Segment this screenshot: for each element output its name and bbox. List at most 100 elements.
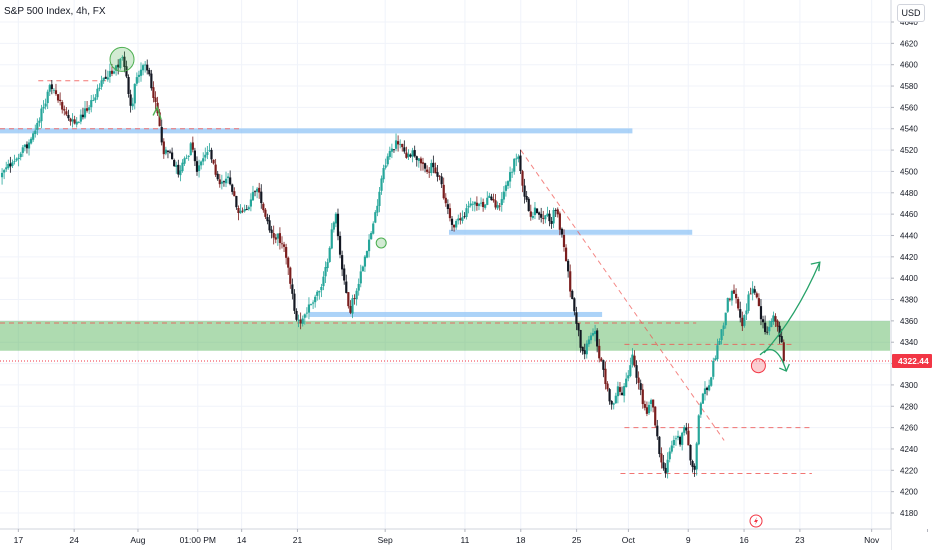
candle-body: [527, 198, 530, 212]
candle-body: [390, 148, 393, 152]
candle-body: [577, 323, 580, 331]
candle-body: [175, 165, 178, 167]
candle-body: [544, 215, 547, 220]
candle-body: [753, 289, 756, 293]
candle-body: [392, 149, 396, 151]
candle-body: [98, 87, 101, 89]
candle-body: [229, 177, 232, 185]
candle-body: [596, 330, 599, 347]
candle-body: [367, 239, 371, 252]
candle-body: [535, 208, 539, 214]
time-tick-label: Aug: [130, 535, 145, 545]
candle-body: [322, 276, 325, 287]
candle-body: [482, 201, 485, 208]
candle-body: [676, 435, 680, 438]
candle-body: [5, 167, 8, 170]
candle-body: [144, 64, 147, 66]
candle-body: [88, 107, 91, 111]
candle-body: [525, 196, 528, 200]
candle-body: [268, 220, 271, 231]
candle-body: [125, 66, 128, 77]
candle-body: [355, 290, 358, 300]
horizontal-level: [309, 311, 603, 317]
price-tick-label: 4240: [900, 445, 918, 454]
candle-body: [504, 185, 508, 191]
candle-body: [32, 133, 35, 140]
candle-body: [299, 319, 302, 324]
candle-body: [658, 436, 661, 454]
price-tick-label: 4300: [900, 381, 918, 390]
candle-body: [728, 298, 731, 300]
candle-body: [643, 404, 646, 408]
last-price-label: 4322.44: [898, 356, 929, 366]
candle-body: [347, 292, 350, 307]
candle-body: [133, 84, 136, 104]
candle-body: [768, 326, 771, 332]
time-tick-label: Oct: [622, 535, 636, 545]
candle-body: [295, 310, 298, 320]
candle-body: [226, 176, 230, 179]
candle-body: [63, 109, 66, 111]
candle-body: [459, 218, 462, 221]
candle-body: [206, 152, 209, 155]
candle-body: [158, 112, 161, 127]
candle-body: [623, 386, 626, 396]
candle-body: [629, 365, 632, 376]
candle-body: [761, 319, 765, 323]
candle-body: [430, 162, 433, 173]
candle-body: [486, 197, 489, 205]
candle-body: [695, 443, 698, 470]
candle-body: [19, 153, 22, 158]
candle-body: [554, 210, 557, 211]
candle-body: [9, 163, 12, 167]
candle-body: [710, 377, 713, 386]
candle-body: [141, 65, 145, 71]
candle-body: [587, 339, 590, 345]
candle-body: [11, 162, 14, 166]
projection-up-arrow: [763, 261, 821, 354]
candle-body: [59, 99, 62, 101]
price-tick-label: 4600: [900, 61, 918, 70]
time-tick-label: 23: [795, 535, 805, 545]
candle-body: [249, 199, 252, 207]
candle-body: [581, 346, 584, 352]
candle-body: [664, 467, 667, 474]
candle-body: [436, 172, 439, 177]
candle-body: [739, 309, 742, 318]
candle-body: [303, 314, 306, 318]
symbol-title[interactable]: S&P 500 Index, 4h, FX: [4, 6, 106, 17]
currency-badge[interactable]: USD: [897, 4, 925, 22]
candle-body: [558, 213, 561, 230]
candle-body: [440, 176, 443, 185]
candle-body: [399, 144, 402, 146]
candle-body: [747, 294, 750, 311]
candle-body: [106, 77, 109, 80]
candle-body: [189, 143, 192, 156]
candle-body: [386, 156, 389, 165]
candle-body: [100, 80, 103, 87]
candle-body: [434, 167, 437, 174]
candle-body: [691, 461, 694, 467]
candle-body: [115, 65, 118, 71]
candle-body: [668, 451, 671, 460]
candle-body: [305, 312, 308, 314]
candle-body: [579, 329, 582, 348]
candle-body: [591, 333, 595, 336]
candle-body: [508, 172, 512, 182]
candle-body: [506, 181, 510, 186]
time-tick-label: 11: [461, 535, 470, 545]
candle-body: [108, 71, 111, 77]
candle-body: [608, 389, 611, 402]
candle-body: [413, 150, 416, 157]
candle-body: [631, 354, 634, 365]
candle-body: [766, 331, 769, 333]
candle-body: [679, 436, 682, 445]
candle-body: [625, 378, 628, 388]
circle-marker: [375, 237, 387, 249]
candle-body: [521, 171, 524, 186]
candle-body: [92, 100, 95, 101]
candle-body: [185, 157, 188, 159]
